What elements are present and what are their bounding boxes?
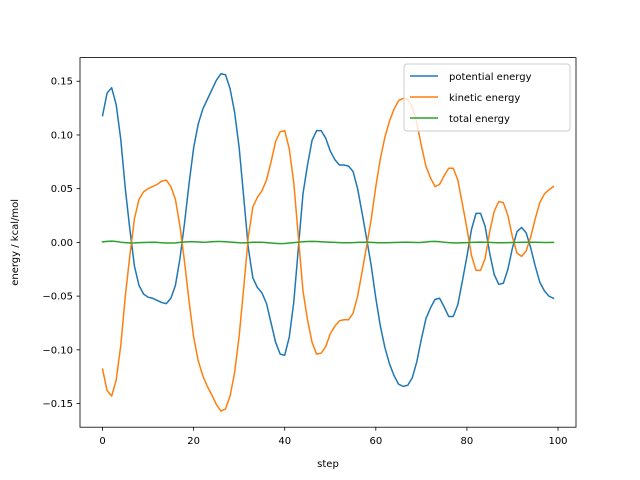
y-axis-ticks: −0.15 −0.10 −0.05 0.00 0.05 0.10 0.15 (42, 77, 80, 410)
legend: potential energy kinetic energy total ener… (403, 63, 571, 132)
y-axis-label: energy / kcal/mol (10, 199, 21, 286)
y-tick-label: 0.00 (51, 238, 73, 249)
legend-label-2: total energy (449, 114, 510, 125)
series-layer (101, 72, 555, 412)
series-line-2 (101, 240, 555, 245)
series-line-0 (101, 72, 555, 388)
legend-label-1: kinetic energy (449, 93, 520, 104)
series-line-1 (101, 97, 555, 412)
x-tick-label: 60 (369, 436, 382, 447)
y-tick-label: 0.15 (51, 77, 73, 88)
y-tick-label: −0.05 (42, 292, 73, 303)
x-tick-label: 20 (187, 436, 200, 447)
legend-label-0: potential energy (449, 72, 532, 83)
x-axis-ticks: 0 20 40 60 80 100 (99, 427, 568, 447)
x-tick-label: 100 (548, 436, 567, 447)
x-tick-label: 0 (99, 436, 105, 447)
x-tick-label: 40 (278, 436, 291, 447)
y-tick-label: 0.10 (51, 130, 73, 141)
y-tick-label: −0.15 (42, 399, 73, 410)
y-tick-label: −0.10 (42, 345, 73, 356)
y-tick-label: 0.05 (51, 184, 73, 195)
x-tick-label: 80 (461, 436, 474, 447)
x-axis-label: step (317, 459, 339, 470)
legend-box (403, 63, 571, 132)
